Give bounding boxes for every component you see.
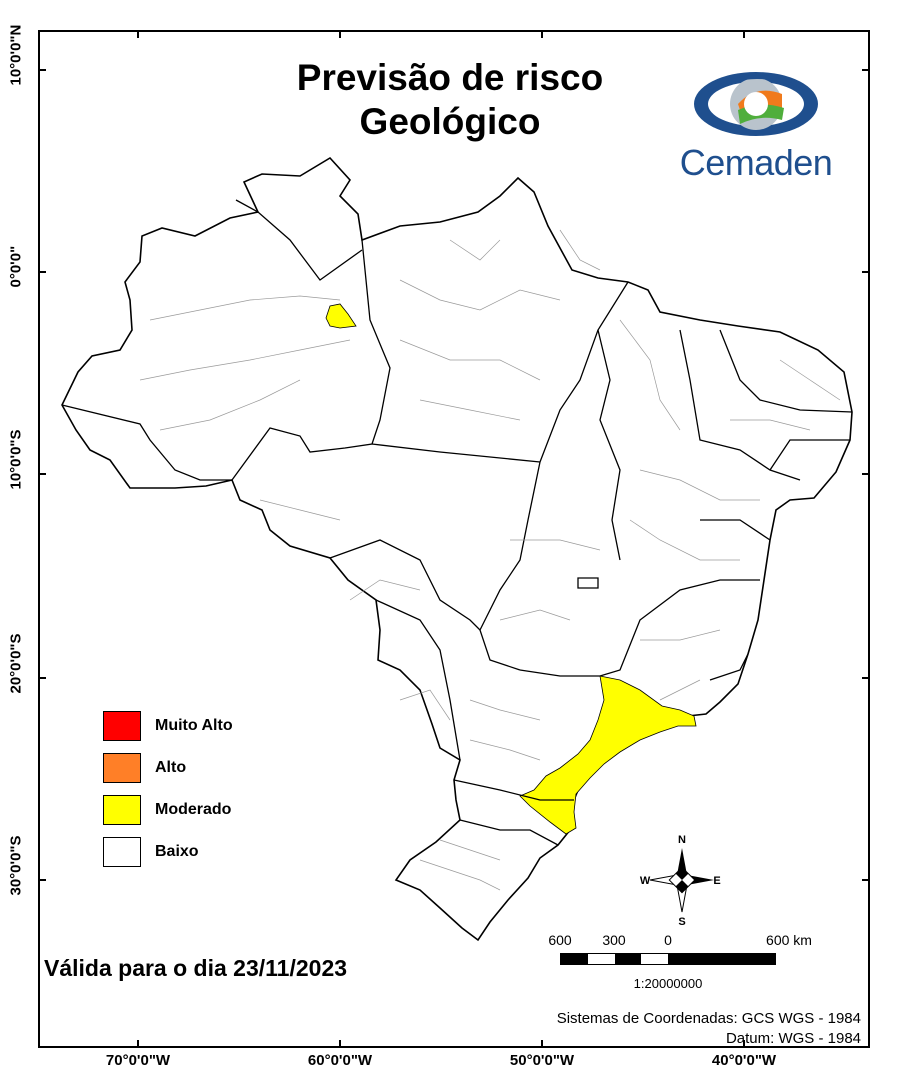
scale-labels: 600 300 0 600 km — [547, 932, 827, 948]
compass-n: N — [678, 834, 686, 846]
legend-label: Moderado — [155, 801, 232, 818]
compass-rose: N S E W — [640, 834, 721, 928]
scale-bar — [560, 953, 776, 965]
moderado-areas — [325, 303, 697, 835]
moderado-area-southeast — [519, 675, 697, 835]
legend-item-moderado: Moderado — [103, 794, 233, 826]
coordinate-system: Sistemas de Coordenadas: GCS WGS - 1984 — [556, 1010, 861, 1027]
compass-s: S — [678, 916, 685, 928]
legend-label: Muito Alto — [155, 717, 233, 734]
scale-ratio: 1:20000000 — [633, 976, 703, 991]
lat-label-0: 0°0'0" — [7, 245, 25, 288]
title-line-1: Previsão de risco — [296, 57, 604, 98]
legend-item-alto: Alto — [103, 752, 233, 784]
title-line-2: Geológico — [359, 101, 541, 142]
lat-label-30s: 30°0'0"S — [7, 835, 25, 896]
scale-label-300: 300 — [602, 932, 626, 948]
cemaden-logo — [694, 72, 818, 136]
legend-item-baixo: Baixo — [103, 836, 233, 868]
compass-e: E — [713, 875, 720, 887]
state-boundaries — [61, 199, 853, 846]
lon-label-70w: 70°0'0"W — [105, 1052, 171, 1069]
lat-label-20s: 20°0'0"S — [7, 633, 25, 694]
valid-date: Válida para o dia 23/11/2023 — [44, 955, 348, 981]
graticule-ticks — [38, 30, 870, 1048]
lat-label-10n: 10°0'0"N — [7, 24, 25, 86]
region-boundaries — [139, 229, 841, 891]
legend-item-muito-alto: Muito Alto — [103, 710, 233, 742]
scale-label-600-left: 600 — [548, 932, 572, 948]
legend-swatch-alto — [103, 753, 141, 783]
compass-w: W — [640, 875, 651, 887]
map-title: Previsão de risco Geológico — [220, 56, 680, 144]
scale-label-0: 0 — [664, 932, 672, 948]
logo-text: Cemaden — [679, 142, 833, 183]
moderado-area-amazonas — [325, 303, 357, 329]
legend-swatch-baixo — [103, 837, 141, 867]
legend: Muito Alto Alto Moderado Baixo — [103, 710, 233, 878]
lon-label-50w: 50°0'0"W — [509, 1052, 575, 1069]
legend-label: Baixo — [155, 843, 199, 860]
legend-swatch-moderado — [103, 795, 141, 825]
lon-label-60w: 60°0'0"W — [307, 1052, 373, 1069]
legend-swatch-muito-alto — [103, 711, 141, 741]
legend-label: Alto — [155, 759, 187, 776]
coordinate-info: Sistemas de Coordenadas: GCS WGS - 1984 … — [557, 1009, 861, 1049]
lon-label-40w: 40°0'0"W — [711, 1052, 777, 1069]
lat-label-10s: 10°0'0"S — [7, 429, 25, 490]
scale-label-600-right: 600 km — [766, 932, 812, 948]
brazil-outline — [61, 156, 853, 942]
datum: Datum: WGS - 1984 — [725, 1030, 861, 1047]
